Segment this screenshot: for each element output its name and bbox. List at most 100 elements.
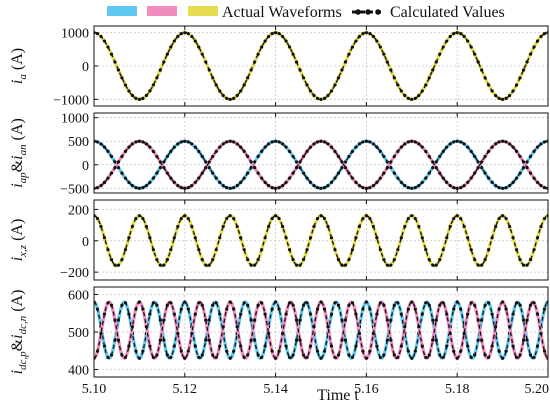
calculated-point [319,300,323,304]
calculated-point [239,180,243,184]
calculated-point [99,34,103,39]
calculated-point [214,301,218,305]
calculated-point [487,301,491,305]
calculated-point [364,139,368,143]
calculated-point [364,186,368,190]
calculated-point [284,312,288,316]
calculated-point [473,303,477,307]
calculated-point [218,145,222,149]
legend-actual-label: Actual Waveforms [222,4,342,21]
calculated-point [504,96,508,100]
calculated-point [521,166,526,170]
calculated-point [514,83,519,87]
calculated-point [542,349,547,353]
calculated-point [368,216,372,221]
calculated-point [287,45,292,49]
legend-calculated-label: Calculated Values [390,4,505,21]
calculated-point [521,263,526,267]
calculated-point [172,145,176,149]
y-axis-label-part: i [9,155,26,159]
calculated-point [137,356,141,360]
calculated-point [364,356,368,360]
calculated-point [361,32,365,36]
calculated-point [462,34,466,39]
calculated-point [406,140,410,144]
calculated-point [452,349,456,353]
calculated-point [403,142,407,146]
calculated-point [336,353,341,357]
calculated-point [301,171,306,175]
calculated-point [427,154,431,159]
calculated-point [354,39,358,43]
calculated-point [155,303,159,307]
calculated-point [253,263,257,267]
calculated-point [462,142,466,146]
calculated-point [123,176,128,180]
calculated-point [357,224,362,229]
calculated-point [106,45,110,49]
calculated-point [137,139,141,143]
calculated-point [420,180,424,184]
calculated-point [239,89,243,93]
calculated-point [326,325,330,329]
calculated-point [134,186,138,190]
calculated-point [518,303,522,307]
calculated-point [186,349,190,353]
calculated-point [200,52,204,56]
calculated-point [375,344,379,348]
calculated-point [186,186,190,190]
calculated-point [490,180,494,184]
calculated-point [263,344,267,348]
calculated-point [392,154,396,159]
calculated-point [280,184,285,188]
calculated-point [134,96,138,100]
calculated-point [253,338,257,342]
calculated-point [158,318,162,322]
calculated-point [305,355,309,360]
calculated-point [207,263,211,267]
calculated-point [109,171,114,175]
calculated-point [242,355,246,360]
y-axis-label: ix,z (A) [9,219,29,262]
calculated-point [350,248,355,252]
calculated-point [193,312,197,316]
calculated-point [151,149,155,153]
calculated-point [389,338,393,342]
calculated-point [480,160,484,164]
calculated-point [427,303,431,307]
calculated-point [190,184,194,188]
calculated-point [253,60,257,64]
calculated-point [417,184,421,188]
calculated-point [431,166,435,170]
calculated-point [312,224,316,229]
calculated-point [399,180,403,184]
calculated-point [235,184,239,188]
calculated-point [336,171,341,175]
calculated-point [403,184,407,188]
calculated-point [350,149,355,153]
calculated-point [130,142,135,146]
calculated-point [490,312,494,316]
calculated-point [291,52,295,56]
calculated-point [518,257,522,262]
calculated-point [148,145,152,149]
calculated-point [476,318,480,322]
calculated-point [232,349,236,353]
calculated-point [396,176,400,180]
calculated-point [403,325,407,329]
legend-swatch-pink [147,6,177,16]
calculated-point [158,166,162,170]
calculated-point [137,186,141,190]
calculated-point [469,248,473,252]
calculated-point [225,307,229,311]
calculated-point [340,338,344,342]
calculated-point [476,263,480,267]
calculated-point [253,166,257,170]
calculated-point [392,303,396,307]
calculated-point [364,31,368,35]
calculated-point [179,216,183,221]
calculated-point [483,76,487,80]
calculated-point [179,307,183,311]
calculated-point [169,149,173,153]
calculated-point [263,312,267,316]
